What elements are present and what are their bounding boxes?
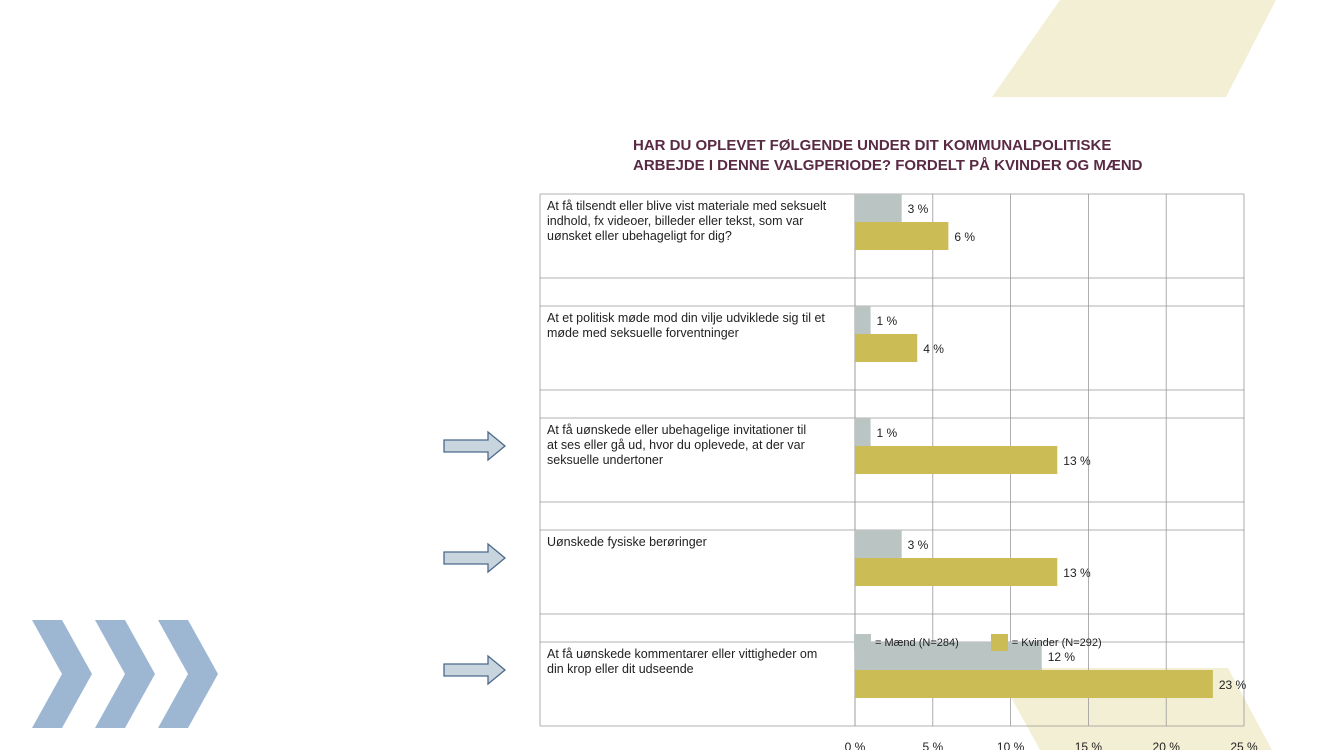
bar-women xyxy=(855,558,1058,586)
bar-women xyxy=(855,670,1213,698)
data-label: 23 % xyxy=(1219,678,1247,692)
data-label: 6 % xyxy=(954,230,975,244)
arrow-right-icon xyxy=(443,542,507,574)
category-label: At få tilsendt eller blive vist material… xyxy=(547,199,827,213)
category-label: at ses eller gå ud, hvor du oplevede, at… xyxy=(547,438,805,452)
chart-title-line: ARBEJDE I DENNE VALGPERIODE? FORDELT PÅ … xyxy=(633,157,1143,174)
bar-men xyxy=(855,306,871,334)
legend-item-men: = Mænd (N=284) xyxy=(854,634,959,651)
chart-title-line: HAR DU OPLEVET FØLGENDE UNDER DIT KOMMUN… xyxy=(633,137,1112,154)
bar-men xyxy=(855,642,1042,670)
bar-women xyxy=(855,222,949,250)
legend-swatch-women xyxy=(990,634,1008,651)
data-label: 3 % xyxy=(908,202,929,216)
data-label: 1 % xyxy=(877,314,898,328)
x-tick-label: 10 % xyxy=(997,740,1025,750)
x-tick-label: 25 % xyxy=(1230,740,1258,750)
chevron-right-icon xyxy=(95,620,155,728)
bar-men xyxy=(855,194,902,222)
legend-label-men: = Mænd (N=284) xyxy=(875,636,959,649)
chevron-decoration xyxy=(32,620,218,728)
x-tick-label: 5 % xyxy=(922,740,943,750)
data-label: 12 % xyxy=(1048,650,1076,664)
category-label: Uønskede fysiske berøringer xyxy=(547,535,707,549)
chart-title: HAR DU OPLEVET FØLGENDE UNDER DIT KOMMUN… xyxy=(633,136,1142,176)
category-label: uønsket eller ubehageligt for dig? xyxy=(547,229,732,243)
arrow-right-icon xyxy=(443,430,507,462)
data-label: 13 % xyxy=(1063,566,1091,580)
legend-label-women: = Kvinder (N=292) xyxy=(1011,636,1102,649)
bar-women xyxy=(855,446,1058,474)
x-tick-label: 0 % xyxy=(845,740,866,750)
category-label: At få uønskede eller ubehagelige invitat… xyxy=(547,423,806,437)
chevron-right-icon xyxy=(158,620,218,728)
category-label: din krop eller dit udseende xyxy=(547,662,694,676)
legend-item-women: = Kvinder (N=292) xyxy=(990,634,1102,651)
category-label: seksuelle undertoner xyxy=(547,453,663,467)
category-label: At få uønskede kommentarer eller vittigh… xyxy=(547,647,817,661)
data-label: 13 % xyxy=(1063,454,1091,468)
bar-women xyxy=(855,334,918,362)
bar-men xyxy=(855,530,902,558)
category-label: møde med seksuelle forventninger xyxy=(547,326,739,340)
chevron-right-icon xyxy=(32,620,92,728)
data-label: 3 % xyxy=(908,538,929,552)
data-label: 4 % xyxy=(923,342,944,356)
bar-men xyxy=(855,418,871,446)
category-label: At et politisk møde mod din vilje udvikl… xyxy=(547,311,825,325)
x-tick-label: 15 % xyxy=(1075,740,1103,750)
x-tick-label: 20 % xyxy=(1153,740,1181,750)
data-label: 1 % xyxy=(877,426,898,440)
top-right-deco-shape xyxy=(992,0,1276,97)
legend-swatch-men xyxy=(854,634,871,651)
category-label: indhold, fx videoer, billeder eller teks… xyxy=(547,214,803,228)
chart-legend: = Mænd (N=284) = Kvinder (N=292) xyxy=(854,634,1134,651)
arrow-right-icon xyxy=(443,654,507,686)
